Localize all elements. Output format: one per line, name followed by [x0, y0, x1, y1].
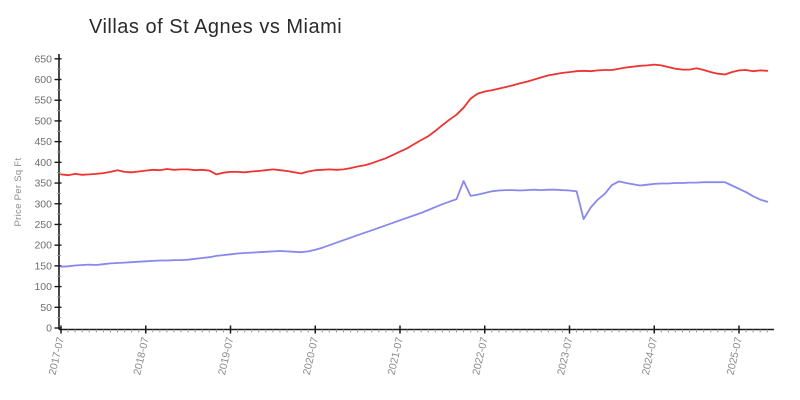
x-tick-label: 2024-07 — [640, 336, 660, 376]
y-tick-label: 600 — [34, 74, 52, 86]
series-blue-line — [60, 180, 769, 268]
y-tick-label: 650 — [34, 53, 52, 65]
y-tick-label: 350 — [34, 178, 52, 190]
y-tick-label: 100 — [34, 281, 52, 293]
x-axis-ticks: 2017-07 2018-07 2019-07 2020-07 2021-07 2022-… — [47, 325, 768, 376]
x-tick-label: 2022-07 — [470, 336, 490, 376]
y-tick-label: 250 — [34, 219, 52, 231]
y-axis-ticks: 0 50 100 150 200 250 300 350 400 450 500 550 600 650 — [34, 53, 62, 335]
y-tick-label: 0 — [46, 323, 52, 335]
y-tick-label: 200 — [34, 240, 52, 252]
x-tick-label: 2025-07 — [725, 336, 745, 376]
x-tick-label: 2023-07 — [555, 336, 575, 376]
y-tick-label: 300 — [34, 198, 52, 210]
y-axis-label: Price Per Sq Ft — [13, 157, 24, 226]
x-tick-label: 2018-07 — [131, 336, 151, 376]
data-series — [60, 63, 769, 268]
axis-spines — [58, 54, 774, 331]
x-tick-label: 2017-07 — [47, 336, 67, 376]
chart-title: Villas of St Agnes vs Miami — [89, 16, 343, 38]
y-tick-label: 500 — [34, 115, 52, 127]
y-tick-label: 400 — [34, 157, 52, 169]
y-tick-label: 150 — [34, 260, 52, 272]
axes: 0 50 100 150 200 250 300 350 400 450 500 550 600 650 2… — [34, 53, 774, 376]
y-tick-label: 550 — [34, 95, 52, 107]
y-tick-label: 450 — [34, 136, 52, 148]
series-red-line — [60, 63, 769, 177]
y-tick-label: 50 — [40, 302, 52, 314]
x-tick-label: 2019-07 — [216, 336, 236, 376]
x-tick-label: 2020-07 — [301, 336, 321, 376]
x-tick-label: 2021-07 — [386, 336, 406, 376]
